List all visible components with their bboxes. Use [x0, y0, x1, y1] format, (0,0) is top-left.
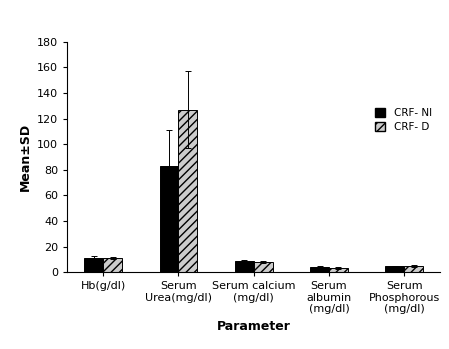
Bar	[254, 262, 273, 272]
Bar	[385, 267, 404, 272]
Bar	[84, 258, 103, 272]
Y-axis label: Mean±SD: Mean±SD	[19, 123, 31, 191]
Bar	[310, 267, 329, 272]
Bar	[159, 166, 178, 272]
X-axis label: Parameter: Parameter	[217, 320, 291, 333]
Legend: CRF- NI, CRF- D: CRF- NI, CRF- D	[372, 105, 435, 135]
Bar	[329, 268, 348, 272]
Bar	[404, 266, 423, 272]
Bar	[235, 261, 254, 272]
Bar	[103, 258, 122, 272]
Bar	[178, 110, 197, 272]
